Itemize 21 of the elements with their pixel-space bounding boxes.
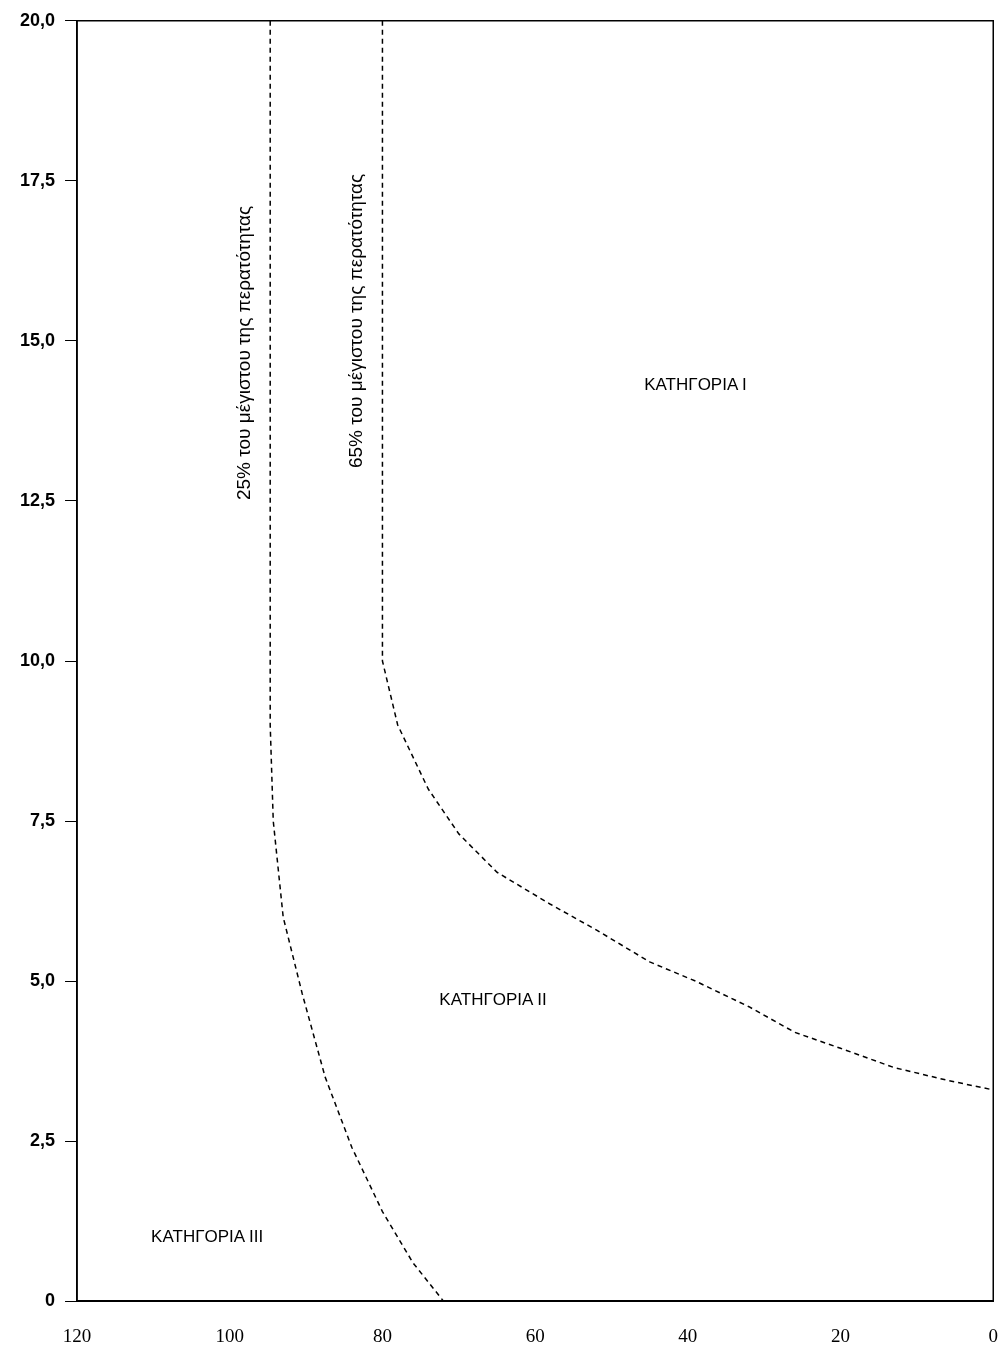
y-tick-label: 17,5 xyxy=(19,169,56,190)
annotation: ΚΑΤΗΓΟΡΙΑ II xyxy=(439,989,547,1009)
x-tick-label: 60 xyxy=(525,1324,545,1346)
x-tick-label: 40 xyxy=(678,1324,698,1346)
y-tick-label: 0 xyxy=(45,1290,56,1311)
text: 25% του μέγιστου της περατότητας xyxy=(232,205,254,501)
x-tick-label: 80 xyxy=(372,1324,392,1346)
y-tick-label: 7,5 xyxy=(30,810,56,831)
y-tick-label: 20,0 xyxy=(19,9,56,30)
annotation: ΚΑΤΗΓΟΡΙΑ III xyxy=(151,1226,264,1246)
y-tick-label: 15,0 xyxy=(19,329,56,350)
x-tick-label: 20 xyxy=(831,1324,851,1346)
text: 65% του μέγιστου της περατότητας xyxy=(345,173,367,469)
y-tick-label: 2,5 xyxy=(30,1130,56,1151)
annotation: ΚΑΤΗΓΟΡΙΑ I xyxy=(644,375,747,395)
x-tick-label: 120 xyxy=(62,1324,92,1346)
x-tick-label: 100 xyxy=(215,1324,244,1346)
y-tick-label: 10,0 xyxy=(19,649,56,670)
x-tick-label: 0 xyxy=(988,1324,998,1346)
y-tick-label: 12,5 xyxy=(19,489,56,510)
y-tick-label: 5,0 xyxy=(30,970,56,991)
